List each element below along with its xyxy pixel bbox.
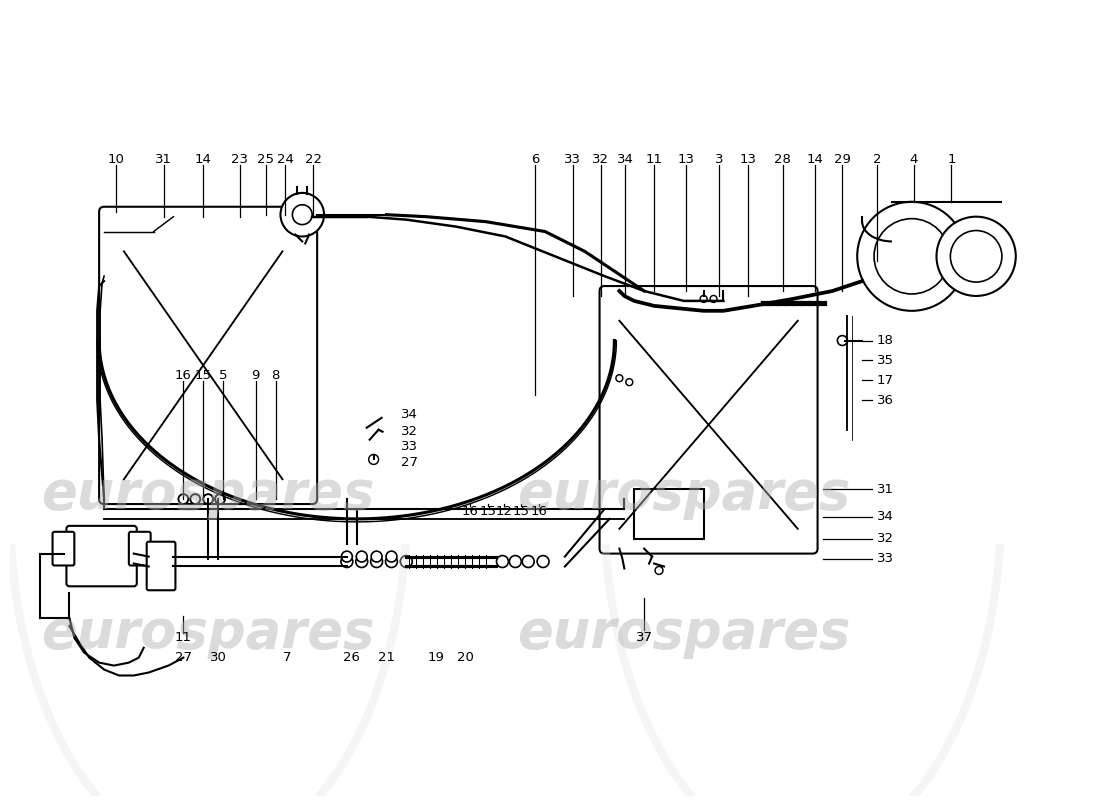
Text: 34: 34	[402, 408, 418, 422]
Circle shape	[190, 494, 200, 504]
Text: 12: 12	[496, 506, 513, 518]
Text: 3: 3	[715, 153, 724, 166]
Text: 8: 8	[272, 369, 279, 382]
Circle shape	[496, 555, 508, 567]
Text: 11: 11	[646, 153, 662, 166]
Text: 33: 33	[402, 440, 418, 453]
Text: eurospares: eurospares	[42, 607, 375, 659]
Circle shape	[204, 494, 213, 504]
Circle shape	[356, 551, 367, 562]
Text: 32: 32	[877, 532, 894, 546]
FancyBboxPatch shape	[53, 532, 75, 566]
FancyBboxPatch shape	[600, 286, 817, 554]
Circle shape	[537, 555, 549, 567]
Text: 10: 10	[108, 153, 124, 166]
FancyBboxPatch shape	[129, 532, 151, 566]
Text: 27: 27	[175, 651, 191, 664]
Text: 11: 11	[175, 631, 191, 644]
Circle shape	[371, 555, 383, 567]
FancyBboxPatch shape	[66, 526, 136, 586]
Circle shape	[385, 555, 397, 567]
Text: 1: 1	[947, 153, 956, 166]
Text: 23: 23	[231, 153, 249, 166]
Circle shape	[626, 378, 632, 386]
Circle shape	[509, 555, 521, 567]
Text: 36: 36	[877, 394, 894, 406]
Text: 34: 34	[617, 153, 634, 166]
Circle shape	[293, 205, 312, 225]
Text: 13: 13	[678, 153, 694, 166]
Circle shape	[857, 202, 966, 311]
Text: 29: 29	[834, 153, 850, 166]
Text: 30: 30	[210, 651, 227, 664]
Text: 24: 24	[277, 153, 294, 166]
Circle shape	[216, 494, 225, 504]
Circle shape	[936, 217, 1015, 296]
Circle shape	[400, 555, 412, 567]
Text: 14: 14	[195, 153, 211, 166]
Text: eurospares: eurospares	[517, 468, 850, 520]
Text: 28: 28	[774, 153, 791, 166]
Text: 33: 33	[564, 153, 581, 166]
Text: 9: 9	[252, 369, 260, 382]
Text: 2: 2	[872, 153, 881, 166]
Text: 32: 32	[592, 153, 609, 166]
Text: 15: 15	[480, 506, 496, 518]
Circle shape	[874, 218, 949, 294]
Text: 5: 5	[219, 369, 228, 382]
Circle shape	[522, 555, 535, 567]
Circle shape	[341, 555, 353, 567]
Circle shape	[178, 494, 188, 504]
Circle shape	[355, 555, 367, 567]
Text: 6: 6	[531, 153, 539, 166]
Text: 20: 20	[458, 651, 474, 664]
Circle shape	[386, 551, 397, 562]
Circle shape	[280, 193, 324, 237]
Circle shape	[341, 551, 352, 562]
Text: 31: 31	[155, 153, 172, 166]
Text: 19: 19	[428, 651, 444, 664]
Text: 21: 21	[378, 651, 395, 664]
Text: 16: 16	[461, 506, 478, 518]
FancyBboxPatch shape	[146, 542, 175, 590]
Text: eurospares: eurospares	[42, 468, 375, 520]
Text: 31: 31	[877, 482, 894, 496]
Text: 15: 15	[513, 506, 530, 518]
Text: 15: 15	[195, 369, 211, 382]
Text: 27: 27	[402, 456, 418, 469]
Text: 32: 32	[402, 426, 418, 438]
Text: 33: 33	[877, 552, 894, 565]
Text: 16: 16	[175, 369, 191, 382]
FancyBboxPatch shape	[99, 206, 317, 504]
Text: 7: 7	[283, 651, 292, 664]
Text: 25: 25	[257, 153, 274, 166]
Text: 13: 13	[739, 153, 757, 166]
Circle shape	[616, 374, 623, 382]
Circle shape	[950, 230, 1002, 282]
Text: eurospares: eurospares	[517, 607, 850, 659]
Text: 37: 37	[636, 631, 652, 644]
Circle shape	[371, 551, 382, 562]
Bar	[635, 489, 704, 538]
Text: 14: 14	[806, 153, 823, 166]
Text: 4: 4	[910, 153, 917, 166]
Text: 17: 17	[877, 374, 894, 386]
Circle shape	[711, 295, 717, 302]
Text: 26: 26	[343, 651, 361, 664]
Text: 35: 35	[877, 354, 894, 367]
Circle shape	[656, 566, 663, 574]
Text: 34: 34	[877, 510, 894, 523]
Text: 16: 16	[530, 506, 548, 518]
Circle shape	[700, 295, 707, 302]
Text: 18: 18	[877, 334, 894, 347]
Circle shape	[368, 454, 378, 465]
Circle shape	[837, 335, 847, 346]
Text: 22: 22	[305, 153, 321, 166]
